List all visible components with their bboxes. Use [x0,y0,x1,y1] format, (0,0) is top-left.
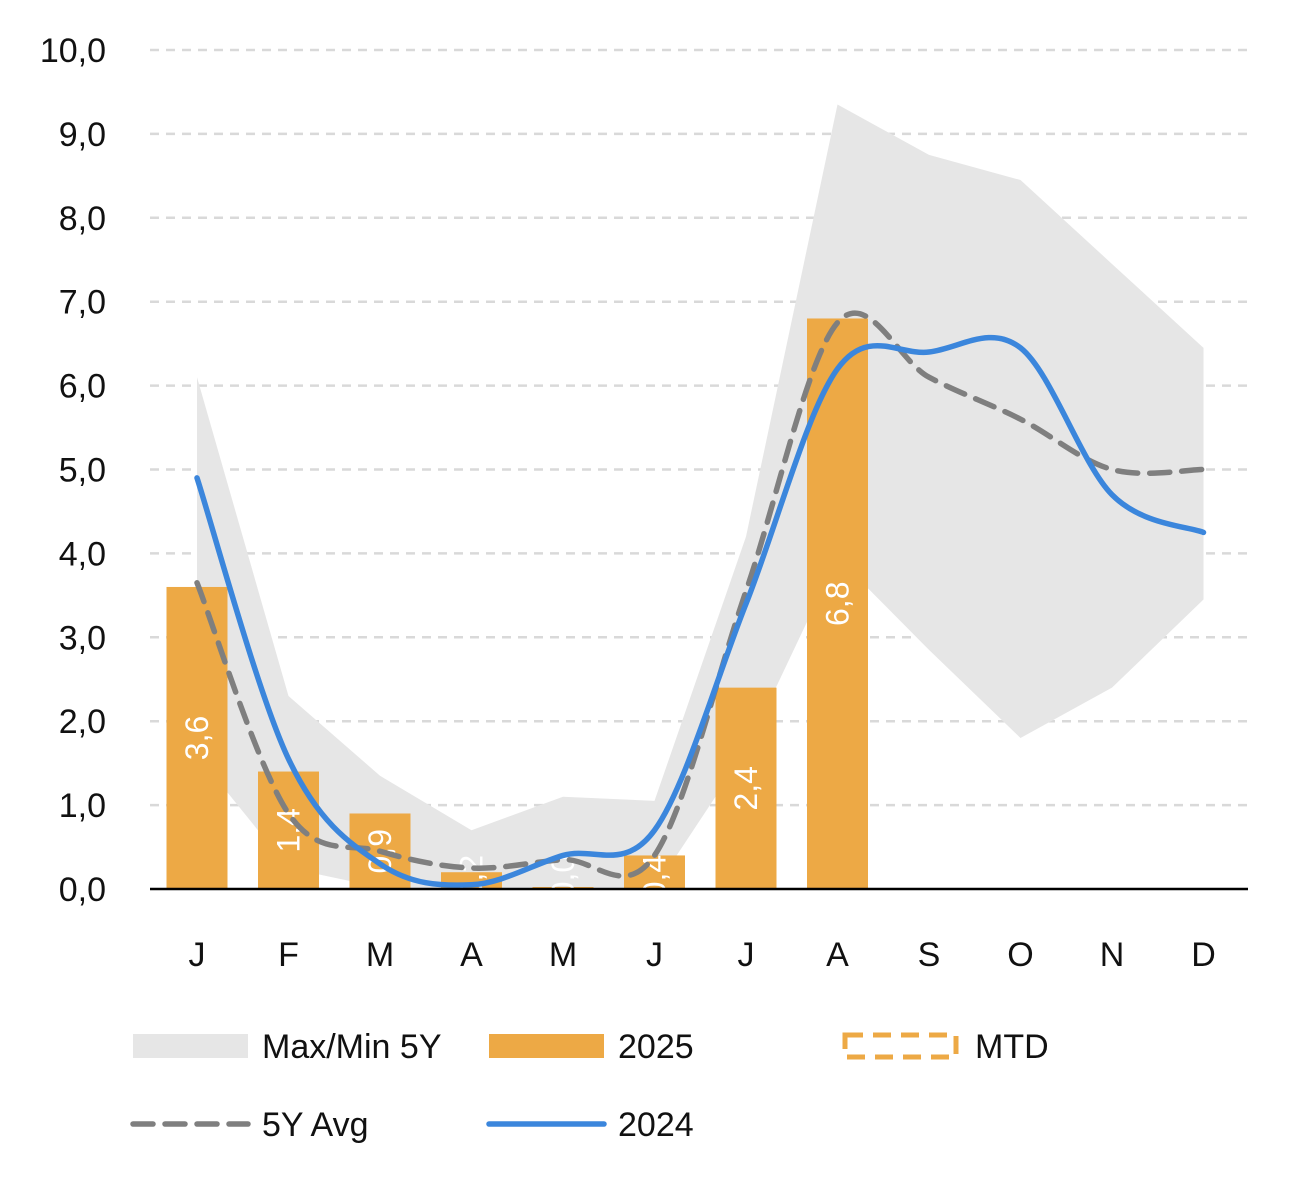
x-tick-label: S [918,936,941,974]
gridlines [150,48,1248,807]
max-min-5y-band [197,104,1204,889]
bar-2025 [715,687,777,889]
y-tick-label: 1,0 [59,787,106,825]
y-tick-label: 8,0 [59,200,106,238]
y-tick-label: 9,0 [59,116,106,154]
bar-2025 [807,318,868,890]
x-tick-label: J [646,936,663,974]
x-tick-label: M [366,936,394,974]
bars-2025-layer: 3,61,4 0,90,2 0,0 0,42,46,8 [166,318,868,899]
legend-label: 5Y Avg [262,1106,369,1144]
legend-swatch-bar [489,1034,604,1058]
x-tick-label: M [549,936,577,974]
lines-layer [194,310,1207,888]
y-tick-label: 2,0 [59,703,106,741]
x-tick-label: J [738,936,755,974]
y-tick-label: 10,0 [40,32,106,70]
bar-2025-label: 0,2 [454,855,490,899]
bar-2025-label: 6,8 [820,581,856,625]
legend-label: 2025 [618,1028,694,1066]
y-tick-label: 5,0 [59,452,106,490]
x-tick-label: D [1191,936,1216,974]
legend-label: MTD [975,1028,1049,1066]
bar-2025 [166,586,228,889]
legend-label: 2024 [618,1106,694,1144]
legend: Max/Min 5Y 2025 MTD 5Y Avg 2024 [130,1028,1049,1144]
x-tick-label: J [189,936,206,974]
y-tick-label: 3,0 [59,619,106,657]
x-tick-label: A [826,936,849,974]
x-tick-label: N [1100,936,1125,974]
y-tick-label: 4,0 [59,535,106,573]
line-5y-avg [194,310,1207,879]
bar-2025-label: 3,6 [179,716,215,760]
line-2024 [194,334,1207,888]
y-tick-label: 6,0 [59,368,106,406]
legend-swatch-band [133,1034,248,1058]
y-axis-ticks: 0,0 1,0 2,0 3,0 4,0 5,0 6,0 7,0 8,0 9,0 10,0 [40,32,106,909]
bar-2025-label: 0,4 [637,855,673,899]
x-tick-label: O [1007,936,1033,974]
legend-label: Max/Min 5Y [262,1028,442,1066]
legend-swatch-outline [842,1032,959,1060]
bar-2025-label: 2,4 [728,766,764,810]
y-tick-label: 0,0 [59,871,106,909]
x-tick-label: F [278,936,299,974]
max-min-band-layer [197,104,1204,889]
y-tick-label: 7,0 [59,284,106,322]
x-tick-label: A [460,936,483,974]
